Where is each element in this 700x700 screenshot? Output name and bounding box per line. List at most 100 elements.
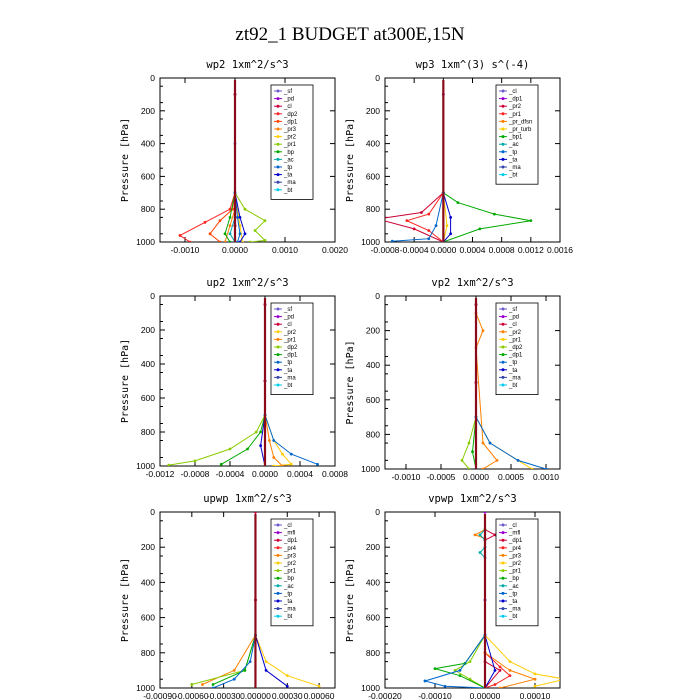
panel-title: upwp 1xm^2/s^3 [203,493,292,505]
legend-entry: _ac [508,584,519,590]
data-point [203,220,207,224]
x-tick-label: 0.0012 [518,245,544,255]
y-tick-label: 200 [141,542,155,552]
legend-entry: _ac [283,157,294,163]
data-point [433,667,437,671]
y-tick-label: 400 [141,359,155,369]
panel-0: wp2 1xm^2/s^3 Pressure [hPa] 0 200 400 600 800… [120,59,348,255]
data-point [254,512,257,514]
data-point [223,240,227,242]
legend-marker [501,315,505,319]
y-axis-label: Pressure [hPa] [345,118,356,202]
legend: _cl _dp1_pr2 _pr1_pr_dfsn _pr_turb _bp1_ac _t… [495,84,539,185]
data-point [232,677,236,681]
legend-marker [276,591,280,595]
legend-marker [276,345,280,349]
legend-marker [276,561,280,565]
legend-marker [276,173,280,177]
data-point [495,458,499,462]
legend-marker [501,546,505,550]
data-point [263,238,267,242]
legend-marker [276,307,280,311]
legend-entry: _ma [508,607,521,613]
legend-marker [276,607,280,611]
legend-marker [276,315,280,319]
data-point [544,467,548,469]
data-point [201,683,204,686]
plot-frame [384,295,561,470]
plot-frame [159,295,336,467]
x-tick-label: 0.0020 [322,245,348,255]
legend-entry: _tp [283,165,293,171]
legend-marker [276,135,280,139]
legend-marker [501,345,505,349]
series-line-tp [264,414,318,465]
data-point [228,447,232,451]
x-tick-label: -0.0012 [146,469,175,479]
series-group [178,93,267,242]
x-tick-label: 0.00000 [240,691,271,700]
data-point [259,430,263,434]
y-tick-label: 1000 [361,683,380,693]
y-tick-label: 800 [366,204,380,214]
data-point [468,660,472,663]
data-point [488,441,492,445]
legend-entry: _tp [283,591,293,597]
data-point [533,684,537,688]
legend-marker [501,599,505,603]
legend-box [495,302,539,395]
legend-entry: _bp1 [508,135,523,141]
legend-marker [276,353,280,357]
data-point [281,464,284,466]
y-tick-label: 0 [375,291,380,301]
legend: _sf _pd_cl _pr2_pr1 _dp2 _dp1_tp _ta_ma _bt [495,302,539,395]
legend-marker [276,188,280,192]
legend: _sf _pd_cl _pr2_pr1 _dp2 _dp1_tp _ta_ma _bt [270,302,314,395]
data-point [241,240,244,242]
data-point [458,669,462,672]
legend-entry: _pr2 [283,330,297,336]
legend-entry: _pd [283,315,294,321]
data-point [232,669,236,672]
data-point [289,462,293,466]
series-line-ta [484,635,496,688]
legend-entry: _ta [283,368,293,374]
x-tick-label: 0.00060 [304,691,335,700]
data-point [478,533,482,537]
data-point [193,459,197,463]
legend-marker [501,127,505,131]
x-tick-label: 0.00000 [470,691,501,700]
legend-entry: _bp [283,150,295,156]
legend-entry: _dp2 [283,112,298,118]
legend-marker [276,127,280,131]
series-line-tp [234,192,241,242]
data-point [443,684,447,688]
y-tick-label: 600 [366,171,380,181]
data-point [427,212,431,216]
data-point [248,240,252,242]
figure-title: zt92_1 BUDGET at300E,15N [235,24,464,45]
legend-box [270,84,314,200]
data-point [445,224,449,228]
data-point [483,512,487,514]
legend-entry: _cl [508,322,517,328]
legend-entry: _pr2 [508,330,522,336]
series-group [423,512,560,688]
y-axis-label: Pressure [hPa] [345,340,356,424]
series-line-dp2 [461,416,477,469]
legend-entry: _tp [508,591,518,597]
legend-marker [501,383,505,387]
legend-marker [276,368,280,372]
legend: _cl _mfl_dp1 _pr4_pr3 _pr2 _pr1_bp _ac_tp _ta _… [270,518,314,627]
legend-marker [276,150,280,154]
legend-entry: _pr2 [508,104,522,110]
legend-marker [501,375,505,379]
legend-entry: _tp [508,150,518,156]
series-line-tp [423,634,486,688]
y-tick-label: 800 [141,427,155,437]
data-point [530,467,534,469]
x-tick-label: -0.0010 [171,245,200,255]
data-point [264,669,268,672]
legend-marker [276,337,280,341]
legend-marker [501,112,505,116]
